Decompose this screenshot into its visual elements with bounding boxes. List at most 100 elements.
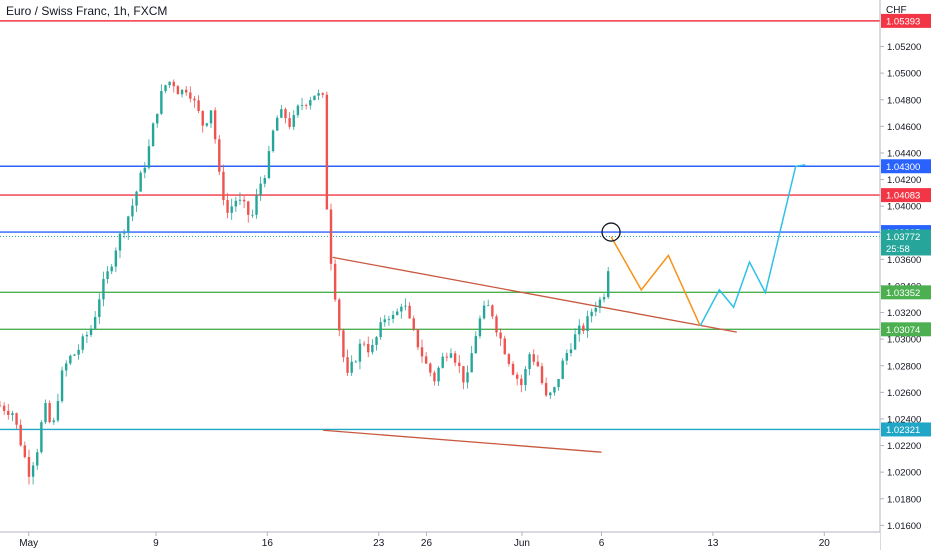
candle-body: [590, 311, 593, 317]
candle-body: [445, 356, 449, 358]
candle-body: [383, 319, 386, 323]
candle-body: [89, 328, 93, 335]
candle-body: [31, 465, 35, 477]
candle-body: [602, 297, 606, 300]
candle-body: [532, 354, 535, 362]
candle-body: [40, 422, 43, 453]
candle-body: [420, 347, 424, 357]
candle-body: [329, 209, 333, 264]
price-tick-label: 1.03200: [887, 308, 921, 319]
candle-body: [85, 334, 89, 337]
price-tick-label: 1.02000: [887, 468, 921, 479]
candle-body: [259, 183, 262, 196]
price-tick-label: 1.03600: [887, 255, 921, 266]
candle-body: [379, 322, 382, 338]
candle-body: [453, 353, 457, 363]
candle-body: [131, 205, 134, 217]
time-tick-label: Jun: [514, 538, 530, 549]
candle-body: [143, 167, 147, 173]
candle-body: [317, 93, 320, 96]
candle-body: [573, 334, 577, 350]
price-tick-label: 1.02600: [887, 388, 921, 399]
candle-body: [362, 343, 366, 345]
candle-body: [184, 89, 188, 93]
candle-body: [503, 338, 506, 355]
candle-body: [19, 424, 22, 446]
candle-body: [7, 410, 10, 416]
candle-body: [375, 337, 378, 345]
candle-body: [309, 100, 312, 106]
candle-body: [118, 233, 122, 251]
currency-label: CHF: [886, 5, 907, 16]
candle-body: [408, 305, 411, 319]
candle-body: [64, 363, 68, 371]
candle-body: [176, 86, 180, 95]
countdown-label: 25:58: [886, 244, 910, 255]
candle-body: [304, 104, 308, 106]
candle-body: [495, 316, 498, 333]
candle-body: [569, 349, 573, 354]
candle-body: [151, 123, 155, 147]
candle-body: [267, 151, 271, 178]
candle-body: [395, 311, 399, 315]
candle-body: [404, 305, 407, 307]
candle-body: [487, 305, 490, 307]
trendline: [332, 256, 737, 333]
time-tick-label: 20: [819, 538, 831, 549]
time-tick-label: 9: [153, 538, 159, 549]
candle-body: [321, 93, 324, 95]
candle-body: [544, 383, 548, 396]
candle-body: [255, 195, 258, 215]
candle-body: [193, 98, 196, 101]
candle-body: [81, 336, 84, 350]
candle-body: [288, 118, 291, 127]
candle-body: [251, 214, 254, 216]
price-axis-layer: CHF 1.05200 1.05000 1.04800 1.04600 1.04400 1.…: [879, 0, 932, 550]
candle-body: [387, 318, 391, 320]
level-price-label: 1.02321: [886, 425, 920, 436]
candle-body: [139, 172, 142, 192]
candle-body: [507, 354, 511, 364]
candle-body: [197, 100, 200, 111]
candle-body: [433, 372, 436, 382]
level-price-badge: [881, 188, 931, 203]
candle-body: [284, 109, 287, 119]
candle-body: [180, 89, 184, 95]
candle-body: [412, 318, 415, 330]
time-tick-label: 6: [599, 538, 605, 549]
candle-body: [511, 363, 515, 375]
current-price-badge: [881, 229, 931, 256]
candle-body: [52, 420, 55, 423]
candle-body: [429, 363, 432, 373]
candle-body: [565, 353, 569, 361]
candle-body: [391, 314, 395, 319]
candle-body: [98, 299, 101, 318]
time-tick-label: 13: [707, 538, 719, 549]
candle-body: [424, 356, 428, 364]
horizontal-levels-layer: [0, 20, 880, 431]
candle-body: [77, 349, 80, 355]
candle-body: [44, 403, 47, 423]
candle-body: [358, 343, 362, 362]
candle-body: [106, 271, 109, 280]
price-tick-label: 1.04600: [887, 122, 921, 133]
candle-body: [437, 367, 440, 382]
highlight-circle: [601, 222, 621, 242]
projection-path-cyan: [699, 164, 806, 327]
level-price-badge: [881, 422, 931, 437]
candle-body: [114, 250, 118, 267]
price-axis-bg: [880, 0, 932, 550]
candle-body: [168, 81, 171, 86]
candle-body: [367, 343, 370, 353]
candle-body: [172, 81, 175, 87]
candle-body: [557, 378, 560, 388]
candle-body: [416, 329, 420, 348]
candle-body: [238, 199, 242, 201]
candle-body: [292, 115, 295, 127]
price-tick-label: 1.03000: [887, 335, 921, 346]
candle-body: [226, 200, 229, 213]
candle-body: [48, 403, 51, 423]
candle-body: [350, 361, 353, 373]
price-tick-label: 1.05000: [887, 69, 921, 80]
